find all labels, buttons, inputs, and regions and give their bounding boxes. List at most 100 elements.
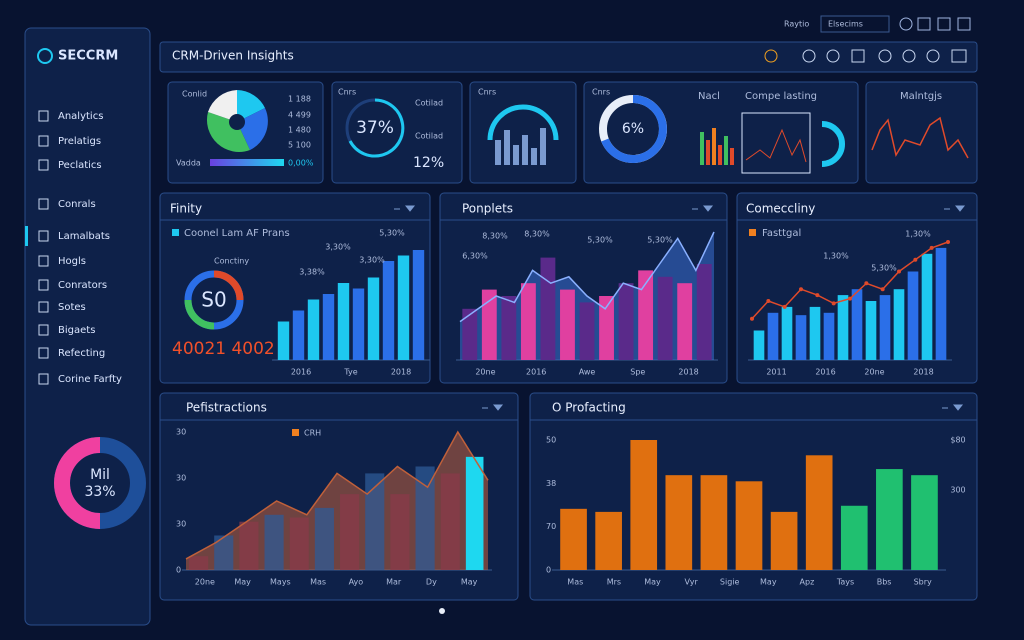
annotation: 1,30% — [905, 230, 931, 239]
menu-icon[interactable] — [38, 373, 49, 385]
line-point — [864, 281, 869, 286]
x-tick-label: 2016 — [291, 368, 311, 377]
menu-item[interactable]: Sotes — [58, 302, 86, 313]
bar — [911, 475, 938, 570]
bar — [292, 310, 305, 360]
bar — [382, 261, 395, 360]
page-dot[interactable] — [439, 608, 445, 614]
menu-icon[interactable] — [38, 159, 49, 171]
card-bars — [700, 128, 734, 165]
line-point — [848, 296, 852, 301]
panel-menu[interactable] — [394, 205, 416, 212]
gauge-segment — [184, 299, 215, 330]
bar — [907, 271, 919, 360]
line-point — [766, 299, 771, 303]
annotation: 8,30% — [482, 232, 508, 241]
panel-menu[interactable] — [482, 404, 504, 411]
top-icons[interactable] — [899, 17, 971, 31]
search-field[interactable] — [820, 15, 890, 33]
menu-item[interactable]: Refecting — [58, 348, 105, 359]
y-tick-label: 30 — [176, 474, 186, 483]
bar — [415, 466, 435, 570]
x-tick-label: Sbry — [914, 578, 932, 587]
gauge-segment — [213, 270, 244, 301]
legend-swatch — [172, 229, 179, 236]
bar — [767, 312, 779, 360]
bar — [677, 283, 693, 360]
bar — [851, 289, 863, 360]
annotation: 6,30% — [462, 252, 488, 261]
line-point — [929, 245, 934, 250]
bar — [753, 330, 765, 360]
x-tick-label: 2011 — [766, 368, 786, 377]
x-tick-label: 20ne — [864, 368, 884, 377]
bar — [879, 295, 891, 360]
panel-title: Pefistractions — [186, 401, 267, 415]
menu-icon[interactable] — [38, 135, 49, 147]
menu-icon[interactable] — [38, 347, 49, 359]
legend: Fasttgal — [762, 228, 801, 239]
highlight-bar — [465, 456, 484, 570]
card-title: Malntgjs — [900, 91, 942, 102]
card-pie — [237, 90, 265, 122]
menu-item[interactable]: Lamalbats — [58, 231, 110, 242]
bar — [865, 301, 877, 360]
card-line — [871, 116, 969, 159]
annotation: 3,30% — [359, 256, 385, 265]
card-label: Cotilad — [415, 99, 443, 108]
menu-icon[interactable] — [38, 198, 49, 210]
card-donut-arc — [601, 95, 667, 163]
x-tick-label: 2018 — [678, 368, 698, 377]
menu-item[interactable]: Analytics — [58, 111, 103, 122]
x-tick-label: Awe — [579, 368, 596, 377]
bar — [289, 517, 309, 570]
bar — [440, 473, 460, 570]
bar — [277, 321, 290, 360]
card-pie — [208, 90, 237, 122]
field[interactable]: Elsecims — [828, 20, 863, 29]
x-tick-label: May — [234, 578, 251, 587]
menu-icon[interactable] — [38, 255, 49, 267]
menu-item[interactable]: Hogls — [58, 256, 86, 267]
menu-icon[interactable] — [38, 110, 49, 122]
panel-menu[interactable] — [944, 205, 966, 212]
menu-item[interactable]: Bigaets — [58, 325, 95, 336]
annotation: 3,38% — [299, 268, 325, 277]
bar — [618, 283, 634, 360]
annotation: 5,30% — [647, 236, 673, 245]
card-label: Cotilad — [415, 132, 443, 141]
line-point — [750, 316, 754, 321]
menu-item[interactable]: Peclatics — [58, 160, 102, 171]
menu-item[interactable]: Prelatigs — [58, 136, 101, 147]
header-icons[interactable] — [764, 49, 967, 63]
panel-menu[interactable] — [942, 404, 964, 411]
card-bars — [495, 128, 546, 165]
menu-icon[interactable] — [38, 301, 49, 313]
bar — [307, 299, 320, 360]
card-progress — [210, 159, 284, 166]
header-title: CRM-Driven Insights — [172, 49, 294, 63]
search[interactable]: Raytio — [784, 20, 809, 29]
panel-menu[interactable] — [692, 205, 714, 212]
y-tick-label: 38 — [546, 479, 556, 488]
menu-icon[interactable] — [38, 279, 49, 291]
menu-item[interactable]: Conrators — [58, 280, 107, 291]
bar — [412, 250, 425, 360]
menu-item[interactable]: Conrals — [58, 199, 96, 210]
panel-title: Ponplets — [462, 202, 513, 216]
menu-icon[interactable] — [38, 324, 49, 336]
line-point — [782, 304, 787, 309]
bar — [560, 508, 587, 570]
x-tick-label: 20ne — [475, 368, 495, 377]
bar — [781, 306, 793, 360]
card-big: 37% — [356, 118, 394, 138]
x-tick-label: Mas — [310, 578, 326, 587]
brand: SECCRM — [58, 49, 118, 64]
panel-title: Comeccliny — [746, 202, 815, 216]
x-tick-label: Ayo — [349, 578, 364, 587]
menu-icon[interactable] — [38, 230, 49, 242]
x-tick-label: Sigie — [720, 578, 740, 587]
menu-item[interactable]: Corine Farfty — [58, 374, 122, 385]
y-tick-label: 30 — [176, 520, 186, 529]
